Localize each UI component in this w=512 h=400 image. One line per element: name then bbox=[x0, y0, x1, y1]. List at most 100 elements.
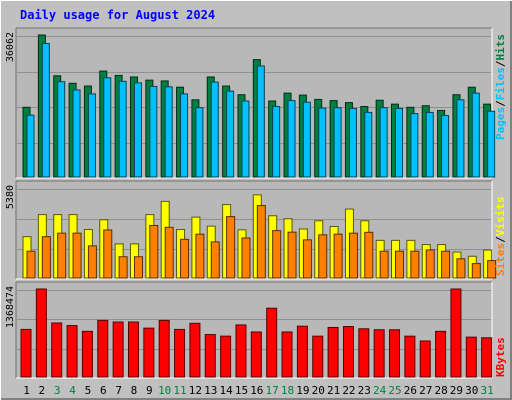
kbytes-bar bbox=[204, 334, 216, 378]
day-label: 16 bbox=[250, 384, 263, 397]
legend-sep: / bbox=[494, 60, 507, 67]
sites-bar bbox=[395, 250, 405, 279]
files-bar bbox=[441, 115, 450, 178]
sites-bar bbox=[302, 239, 312, 279]
kbytes-bar bbox=[296, 325, 308, 378]
sites-bar bbox=[26, 250, 36, 279]
day-label: 22 bbox=[342, 384, 355, 397]
files-bar bbox=[41, 43, 50, 178]
sites-bar bbox=[272, 230, 282, 279]
kbytes-bar bbox=[404, 335, 416, 378]
sites-bar bbox=[379, 250, 389, 279]
sites-bar bbox=[410, 250, 420, 279]
files-bar bbox=[57, 81, 66, 178]
sites-bar bbox=[487, 260, 497, 279]
day-label: 28 bbox=[434, 384, 447, 397]
day-label: 26 bbox=[404, 384, 417, 397]
files-bar bbox=[87, 93, 96, 178]
files-bar bbox=[395, 107, 404, 178]
files-bar bbox=[348, 107, 357, 178]
kbytes-bar bbox=[127, 321, 139, 378]
sites-bar bbox=[57, 232, 67, 279]
legend-sep: / bbox=[494, 100, 507, 107]
files-bar bbox=[379, 107, 388, 178]
sites-bar bbox=[241, 237, 251, 279]
legend-visits: Visits bbox=[494, 197, 507, 237]
day-label: 13 bbox=[204, 384, 217, 397]
sites-bar bbox=[87, 245, 97, 279]
kbytes-bar bbox=[327, 326, 339, 378]
files-bar bbox=[149, 85, 158, 178]
sites-bar bbox=[118, 256, 128, 279]
files-bar bbox=[425, 111, 434, 178]
kbytes-bar bbox=[465, 336, 477, 378]
kbytes-bar bbox=[51, 322, 63, 378]
sites-bar bbox=[226, 216, 236, 279]
files-bar bbox=[287, 100, 296, 178]
kbytes-bar bbox=[158, 319, 170, 378]
files-bar bbox=[164, 86, 173, 178]
panel-visits-sites: 5380 bbox=[5, 180, 497, 280]
day-label: 15 bbox=[235, 384, 248, 397]
sites-bar bbox=[72, 232, 82, 279]
files-bar bbox=[487, 110, 496, 178]
kbytes-bar bbox=[266, 307, 278, 378]
files-bar bbox=[302, 101, 311, 178]
day-label: 10 bbox=[158, 384, 171, 397]
day-label: 6 bbox=[100, 384, 107, 397]
legend-hits: Hits bbox=[494, 34, 507, 61]
day-label: 23 bbox=[358, 384, 371, 397]
y-max-label: 1368474 bbox=[5, 286, 16, 328]
files-bar bbox=[272, 106, 281, 178]
sites-bar bbox=[41, 236, 51, 279]
sites-bar bbox=[164, 226, 174, 279]
kbytes-bar bbox=[143, 327, 155, 378]
kbytes-bar bbox=[112, 321, 124, 378]
chart-title: Daily usage for August 2024 bbox=[20, 8, 216, 22]
kbytes-bar bbox=[342, 326, 354, 378]
sites-bar bbox=[195, 233, 205, 279]
panel-hits-files: 36062 bbox=[5, 27, 496, 179]
sites-bar bbox=[180, 238, 190, 279]
sites-bar bbox=[364, 231, 374, 279]
files-bar bbox=[456, 99, 465, 178]
day-label: 4 bbox=[69, 384, 76, 397]
files-bar bbox=[318, 107, 327, 178]
legend: Pages/Files/Hits bbox=[494, 34, 507, 140]
kbytes-bar bbox=[435, 330, 447, 378]
kbytes-bar bbox=[481, 337, 493, 378]
sites-bar bbox=[287, 231, 297, 279]
kbytes-bar bbox=[312, 335, 324, 378]
legend-sep: / bbox=[494, 236, 507, 243]
files-bar bbox=[226, 90, 235, 178]
day-label: 29 bbox=[450, 384, 463, 397]
legend-pages: Pages bbox=[494, 107, 507, 140]
kbytes-bar bbox=[220, 335, 232, 378]
sites-bar bbox=[318, 234, 328, 279]
files-bar bbox=[103, 77, 112, 178]
files-bar bbox=[241, 100, 250, 178]
day-label: 20 bbox=[312, 384, 325, 397]
day-label: 24 bbox=[373, 384, 387, 397]
kbytes-bar bbox=[250, 331, 262, 378]
y-max-label: 5380 bbox=[5, 185, 16, 209]
kbytes-bar bbox=[450, 288, 462, 378]
sites-bar bbox=[456, 258, 466, 279]
day-label: 8 bbox=[131, 384, 138, 397]
y-max-label: 36062 bbox=[5, 32, 16, 62]
files-bar bbox=[133, 82, 142, 178]
files-bar bbox=[72, 89, 81, 178]
kbytes-bar bbox=[35, 288, 47, 378]
sites-bar bbox=[333, 233, 343, 279]
files-bar bbox=[118, 80, 127, 178]
kbytes-bar bbox=[189, 322, 201, 378]
files-bar bbox=[26, 114, 35, 178]
legend: KBytes bbox=[494, 337, 507, 377]
day-label: 27 bbox=[419, 384, 432, 397]
day-label: 11 bbox=[173, 384, 186, 397]
kbytes-bar bbox=[281, 331, 293, 378]
day-label: 9 bbox=[146, 384, 153, 397]
files-bar bbox=[364, 111, 373, 178]
